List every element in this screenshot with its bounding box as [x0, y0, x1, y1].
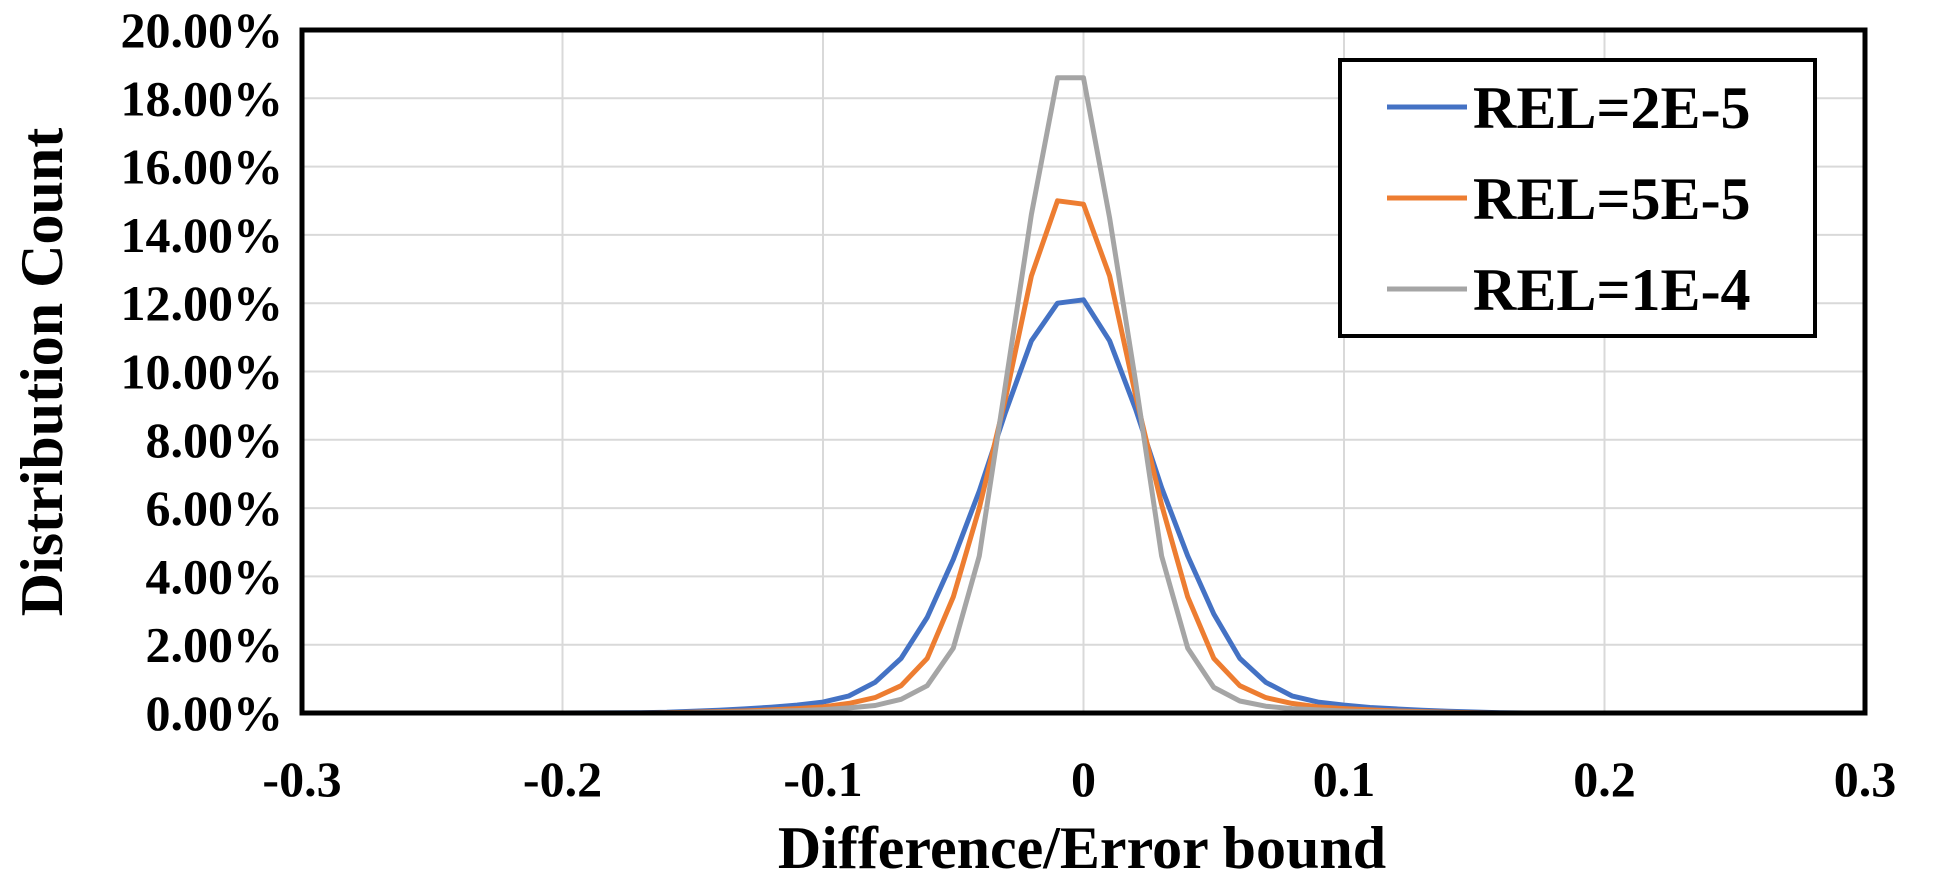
x-tick-label: 0.3 — [1834, 751, 1897, 807]
y-tick-label: 18.00% — [121, 70, 284, 126]
y-axis-tick-labels: 0.00% 2.00% 4.00% 6.00% 8.00% 10.00% 12.00% 14.… — [121, 2, 284, 741]
x-tick-label: 0 — [1071, 751, 1096, 807]
y-tick-label: 8.00% — [146, 412, 284, 468]
legend-label-2: REL=5E-5 — [1473, 166, 1751, 232]
y-tick-label: 10.00% — [121, 344, 284, 400]
y-tick-label: 2.00% — [146, 617, 284, 673]
x-axis-title: Difference/Error bound — [778, 815, 1386, 881]
legend: REL=2E-5 REL=5E-5 REL=1E-4 — [1338, 58, 1817, 338]
x-tick-label: 0.2 — [1573, 751, 1636, 807]
y-tick-label: 0.00% — [146, 685, 284, 741]
x-tick-label: -0.2 — [523, 751, 602, 807]
y-axis-title: Distribution Count — [9, 128, 75, 616]
legend-label-3: REL=1E-4 — [1473, 257, 1751, 323]
x-axis-tick-labels: -0.3 -0.2 -0.1 0 0.1 0.2 0.3 — [262, 751, 1896, 807]
x-tick-label: -0.1 — [783, 751, 862, 807]
x-tick-label: -0.3 — [262, 751, 341, 807]
y-tick-label: 12.00% — [121, 275, 284, 331]
y-tick-label: 6.00% — [146, 480, 284, 536]
x-tick-label: 0.1 — [1313, 751, 1376, 807]
y-tick-label: 4.00% — [146, 548, 284, 604]
y-tick-label: 20.00% — [121, 2, 284, 58]
y-tick-label: 16.00% — [121, 139, 284, 195]
y-tick-label: 14.00% — [121, 207, 284, 263]
legend-label-1: REL=2E-5 — [1473, 75, 1751, 141]
